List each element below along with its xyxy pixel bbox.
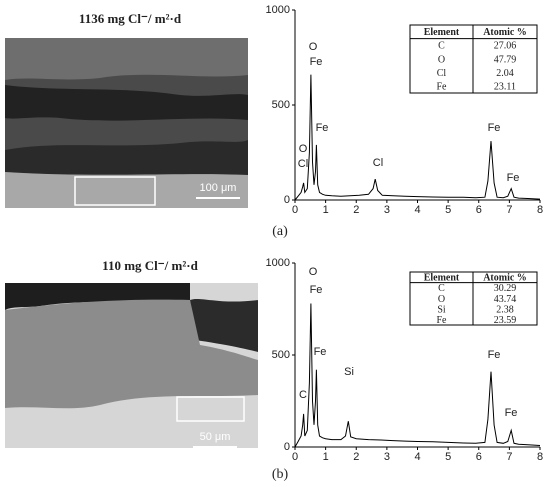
y-tick-label: 0 <box>284 194 290 206</box>
peak-label: Si <box>344 366 354 378</box>
table-cell: Si <box>437 304 446 315</box>
x-tick-label: 5 <box>445 451 451 463</box>
image-title: 110 mg Cl⁻/ m²·d <box>102 258 198 273</box>
x-tick-label: 2 <box>353 204 359 216</box>
spectrum-line <box>294 303 541 448</box>
table-header: Element <box>424 273 460 284</box>
y-tick-label: 0 <box>284 441 290 453</box>
x-tick-label: 1 <box>323 451 329 463</box>
table-header: Element <box>424 27 460 38</box>
caption: (b) <box>272 467 289 482</box>
table-cell: O <box>438 54 445 65</box>
peak-label: Fe <box>507 172 520 184</box>
table-cell: Fe <box>437 315 448 326</box>
peak-label: Cl <box>373 157 383 169</box>
x-tick-label: 8 <box>537 451 543 463</box>
peak-label: Fe <box>310 56 323 68</box>
x-tick-label: 7 <box>506 204 512 216</box>
sem-image: 100 μm <box>5 38 248 208</box>
peak-label: C <box>299 389 307 401</box>
table-cell: C <box>438 283 445 294</box>
peak-label: Fe <box>316 122 329 134</box>
x-tick-label: 4 <box>414 451 420 463</box>
peak-label: Fe <box>488 349 501 361</box>
x-tick-label: 1 <box>323 204 329 216</box>
spectrum-line <box>294 74 541 201</box>
x-tick-label: 6 <box>476 204 482 216</box>
table-cell: O <box>438 294 445 305</box>
scale-bar-label: 100 μm <box>200 182 237 194</box>
table-cell: Cl <box>437 68 447 79</box>
x-tick-label: 6 <box>476 451 482 463</box>
peak-label: Fe <box>505 407 518 419</box>
peak-label: O <box>309 266 318 278</box>
table-header: Atomic % <box>483 273 527 284</box>
x-tick-label: 8 <box>537 204 543 216</box>
peak-label: O <box>299 143 308 155</box>
peak-label: Fe <box>314 346 327 358</box>
table-cell: 23.59 <box>494 315 517 326</box>
y-tick-label: 1000 <box>266 4 290 16</box>
x-tick-label: 3 <box>384 451 390 463</box>
table-header: Atomic % <box>483 27 527 38</box>
x-tick-label: 0 <box>292 204 298 216</box>
x-tick-label: 7 <box>506 451 512 463</box>
scale-bar-label: 50 μm <box>200 431 231 443</box>
caption: (a) <box>272 224 288 239</box>
table-cell: 30.29 <box>494 283 517 294</box>
table-cell: 23.11 <box>494 81 516 92</box>
peak-label: Fe <box>488 122 501 134</box>
image-title: 1136 mg Cl⁻/ m²·d <box>79 11 182 26</box>
table-cell: 27.06 <box>494 41 517 52</box>
sem-image: 50 μm <box>5 283 258 448</box>
x-tick-label: 3 <box>384 204 390 216</box>
peak-label: Cl <box>298 158 308 170</box>
y-tick-label: 500 <box>272 349 290 361</box>
y-tick-label: 1000 <box>266 257 290 269</box>
x-tick-label: 0 <box>292 451 298 463</box>
table-cell: 43.74 <box>494 294 517 305</box>
x-tick-label: 4 <box>414 204 420 216</box>
table-cell: C <box>438 41 445 52</box>
x-tick-label: 2 <box>353 451 359 463</box>
y-tick-label: 500 <box>272 99 290 111</box>
table-cell: 2.38 <box>496 304 514 315</box>
table-cell: Fe <box>437 81 448 92</box>
peak-label: O <box>309 41 318 53</box>
table-cell: 2.04 <box>496 68 514 79</box>
table-cell: 47.79 <box>494 54 517 65</box>
x-tick-label: 5 <box>445 204 451 216</box>
peak-label: Fe <box>310 284 323 296</box>
